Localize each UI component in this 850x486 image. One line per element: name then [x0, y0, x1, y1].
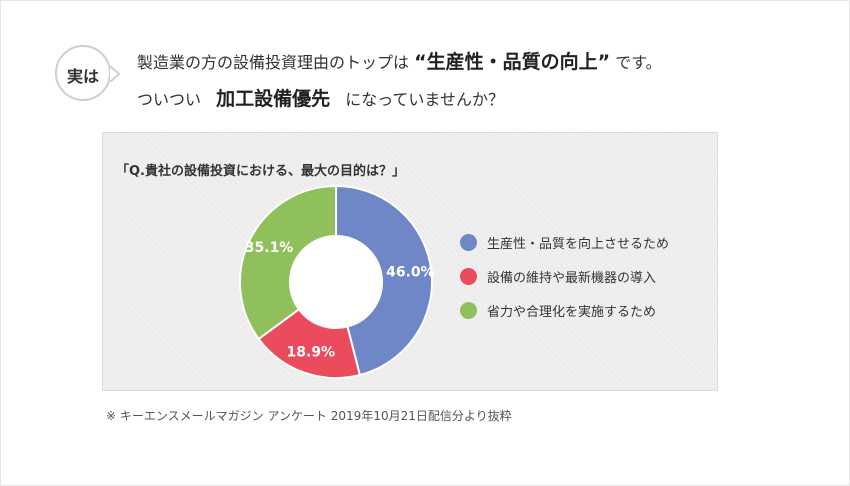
- headline-line-1: 製造業の方の設備投資理由のトップは “生産性・品質の向上” です。: [137, 44, 827, 81]
- donut-hole: [291, 237, 381, 327]
- legend-label: 省力や合理化を実施するため: [487, 304, 657, 320]
- legend-label: 生産性・品質を向上させるため: [487, 236, 670, 252]
- donut-slice-0: [335, 184, 433, 377]
- survey-panel: [102, 132, 718, 391]
- legend-dot-icon: [460, 233, 477, 251]
- badge-text: 実は: [66, 67, 99, 86]
- legend-label: 設備の維持や最新機器の導入: [487, 270, 657, 286]
- chart-legend: 生産性・品質を向上させるため 設備の維持や最新機器の導入 省力や合理化を実施するため: [460, 232, 669, 334]
- legend-dot-icon: [460, 267, 477, 285]
- speech-tail-icon: [110, 66, 120, 82]
- jitsuwa-badge: 実は: [55, 45, 111, 101]
- source-footnote: ※ キーエンスメールマガジン アンケート 2019年10月21日配信分より抜粋: [106, 409, 512, 423]
- donut-slice-2: [239, 184, 337, 341]
- headline-line2-post: になっていませんか？: [345, 90, 504, 109]
- legend-item-1: 設備の維持や最新機器の導入: [460, 266, 669, 286]
- headline-line1-emphasis: “生産性・品質の向上”: [414, 51, 611, 73]
- legend-item-0: 生産性・品質を向上させるため: [460, 232, 669, 252]
- headline: 製造業の方の設備投資理由のトップは “生産性・品質の向上” です。 ついつい 加…: [137, 44, 827, 118]
- headline-line1-pre: 製造業の方の設備投資理由のトップは: [137, 53, 410, 72]
- legend-dot-icon: [460, 301, 477, 319]
- headline-line-2: ついつい 加工設備優先 になっていませんか？: [137, 81, 827, 118]
- headline-line2-pre: ついつい: [137, 90, 202, 109]
- donut-label-0: 46.0%: [386, 265, 434, 281]
- legend-item-2: 省力や合理化を実施するため: [460, 300, 669, 320]
- headline-line2-emphasis: 加工設備優先: [216, 88, 331, 110]
- donut-label-1: 18.9%: [287, 345, 336, 361]
- donut-label-2: 35.1%: [245, 240, 294, 256]
- chart-title: 「Q.貴社の設備投資における、最大の目的は？」: [116, 164, 405, 179]
- headline-line1-post: です。: [615, 53, 662, 72]
- donut-chart: 46.0% 18.9% 35.1%: [239, 184, 434, 379]
